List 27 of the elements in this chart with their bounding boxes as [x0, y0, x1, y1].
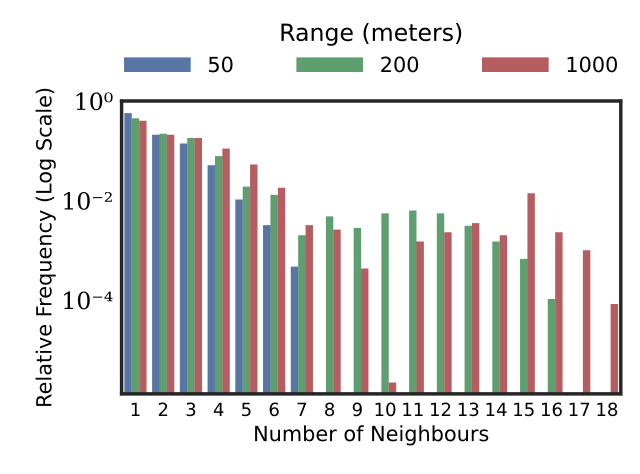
legend-label: 1000	[568, 56, 617, 72]
legend-label: 200	[381, 56, 418, 72]
x-tick-label: 9	[352, 402, 362, 416]
y-axis-title: Relative Frequency (Log Scale)	[36, 88, 56, 406]
x-tick-label: 7	[298, 402, 306, 416]
x-tick-label: 1	[132, 402, 140, 416]
x-tick-label: 5	[242, 402, 251, 416]
x-tick-label: 8	[325, 402, 334, 416]
x-tick-label: 4	[214, 402, 224, 416]
x-tick-label: 2	[158, 402, 168, 416]
x-tick-label: 3	[186, 402, 196, 416]
legend-label: 50	[208, 56, 233, 72]
y-tick-label: 10⁰	[76, 92, 113, 110]
x-tick-label: 18	[597, 402, 618, 416]
x-tick-label: 15	[514, 402, 534, 416]
x-axis-title: Number of Neighbours	[255, 425, 488, 446]
y-tick-label: 10⁻⁴	[64, 291, 113, 310]
x-tick-label: 10	[376, 402, 396, 416]
x-tick-label: 14	[486, 402, 506, 416]
y-tick-label: 10⁻²	[64, 192, 112, 210]
x-tick-label: 12	[431, 402, 450, 416]
x-tick-label: 16	[542, 402, 562, 416]
legend-title: Range (meters)	[281, 22, 462, 46]
x-tick-label: 6	[270, 402, 279, 416]
x-tick-label: 17	[570, 402, 590, 416]
x-tick-label: 11	[403, 402, 423, 416]
x-tick-label: 13	[458, 402, 478, 416]
